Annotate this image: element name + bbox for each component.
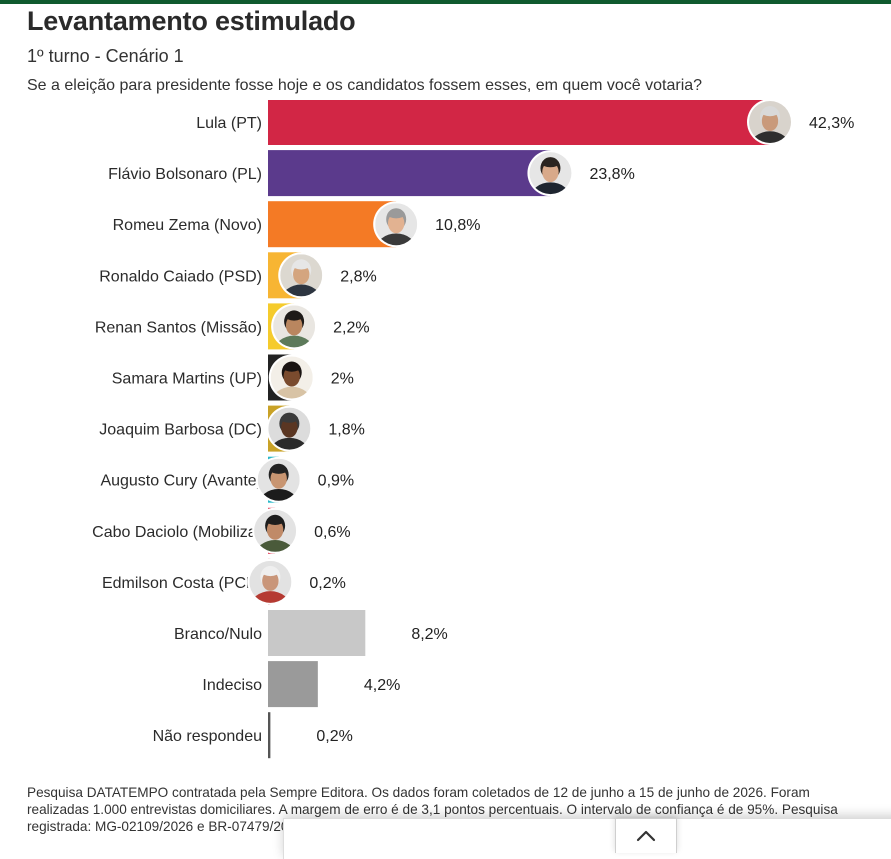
value-label-renan-santos-missao: 2,2% [333, 319, 369, 336]
category-label-lula-pt: Lula (PT) [196, 115, 262, 132]
category-label-samara-martins-up: Samara Martins (UP) [112, 371, 262, 388]
bar-flavio-bolsonaro-pl [268, 150, 551, 197]
value-label-augusto-cury-avante: 0,9% [318, 473, 354, 490]
candidate-photo-joaquim-barbosa-dc [266, 405, 313, 452]
category-label-indeciso: Indeciso [202, 677, 262, 694]
category-label-flavio-bolsonaro-pl: Flávio Bolsonaro (PL) [108, 166, 262, 183]
candidate-photo-renan-santos-missao [271, 303, 318, 350]
value-label-ronaldo-caiado-psd: 2,8% [340, 268, 376, 285]
category-label-cabo-daciolo-mobiliza: Cabo Daciolo (Mobiliza) [92, 524, 262, 541]
category-label-augusto-cury-avante: Augusto Cury (Avante) [100, 473, 262, 490]
bar-nao-respondeu [268, 712, 271, 759]
candidate-photo-augusto-cury-avante [255, 456, 302, 503]
value-label-samara-martins-up: 2% [331, 371, 354, 388]
value-label-flavio-bolsonaro-pl: 23,8% [589, 166, 634, 183]
category-label-edmilson-costa-pcb: Edmilson Costa (PCB) [102, 575, 262, 592]
candidate-photo-lula-pt [747, 100, 793, 145]
candidate-photo-edmilson-costa-pcb [247, 558, 294, 605]
category-label-branco-nulo: Branco/Nulo [174, 626, 262, 643]
candidate-photo-romeu-zema-novo [373, 201, 420, 248]
candidate-photo-samara-martins-up [268, 354, 315, 401]
candidate-photo-flavio-bolsonaro-pl [527, 150, 574, 197]
value-label-joaquim-barbosa-dc: 1,8% [328, 422, 364, 439]
value-label-indeciso: 4,2% [364, 677, 400, 694]
value-label-cabo-daciolo-mobiliza: 0,6% [314, 524, 350, 541]
value-label-nao-respondeu: 0,2% [316, 728, 352, 745]
bottom-overlay-panel [283, 818, 891, 859]
chart-subtitle: 1º turno - Cenário 1 [27, 46, 184, 66]
candidate-photo-ronaldo-caiado-psd [278, 252, 325, 299]
value-label-edmilson-costa-pcb: 0,2% [309, 575, 345, 592]
category-label-renan-santos-missao: Renan Santos (Missão) [95, 319, 262, 336]
chevron-up-icon [636, 830, 656, 842]
category-label-joaquim-barbosa-dc: Joaquim Barbosa (DC) [99, 422, 262, 439]
bar-indeciso [268, 661, 318, 708]
bar-lula-pt [268, 100, 770, 145]
candidate-photo-cabo-daciolo-mobiliza [252, 507, 299, 554]
bar-branco-nulo [268, 610, 366, 656]
scroll-up-button[interactable] [615, 818, 677, 853]
value-label-lula-pt: 42,3% [809, 115, 854, 132]
bar-chart: Lula (PT) 42,3% Flávio Bolsonaro (PL) 23,8%… [92, 100, 854, 759]
value-label-branco-nulo: 8,2% [411, 626, 447, 643]
category-label-nao-respondeu: Não respondeu [153, 728, 262, 745]
category-label-romeu-zema-novo: Romeu Zema (Novo) [113, 217, 262, 234]
survey-question: Se a eleição para presidente fosse hoje … [27, 77, 703, 94]
page-title: Levantamento estimulado [27, 6, 356, 36]
category-label-ronaldo-caiado-psd: Ronaldo Caiado (PSD) [99, 268, 262, 285]
top-accent-bar [0, 0, 891, 4]
value-label-romeu-zema-novo: 10,8% [435, 217, 480, 234]
